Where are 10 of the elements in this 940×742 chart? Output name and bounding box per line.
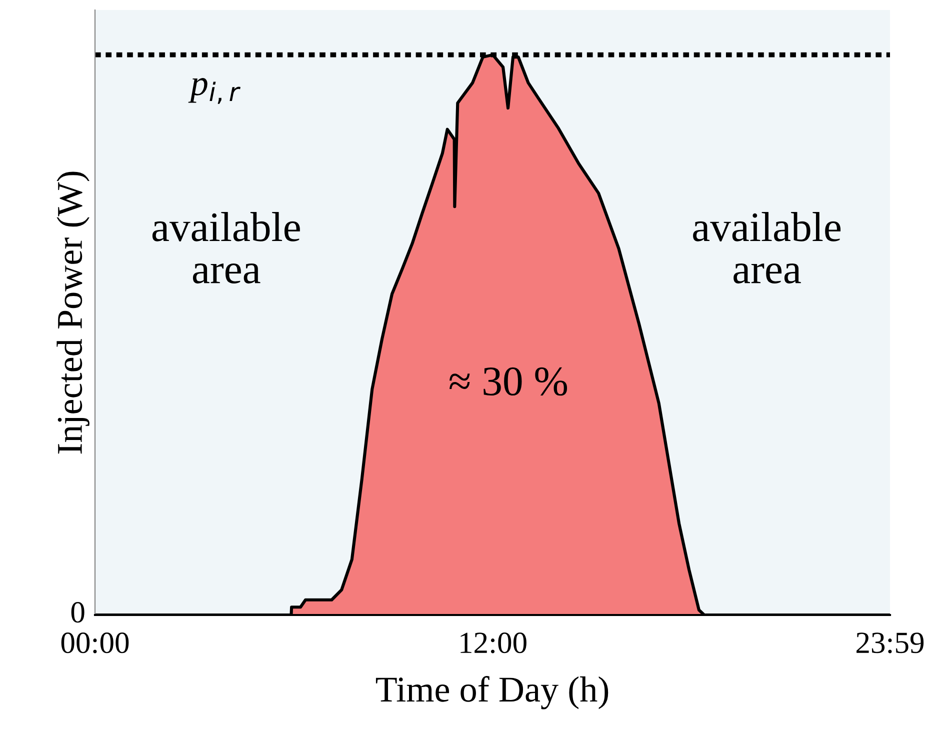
x-tick-label: 12:00: [460, 632, 526, 654]
text: 0: [71, 602, 84, 623]
annotation: available area: [152, 212, 300, 284]
x-axis-title: Time of Day (h): [376, 676, 608, 710]
x-tick-label: 23:59: [856, 632, 924, 654]
annotation: ≈ 30 %: [450, 367, 568, 396]
annotation: available area: [693, 212, 841, 284]
y-axis-title: Injected Power (W): [56, 172, 90, 454]
ref-line-label: p$_{i,r}$: [188, 78, 240, 104]
x-tick-label: 00:00: [61, 632, 129, 654]
